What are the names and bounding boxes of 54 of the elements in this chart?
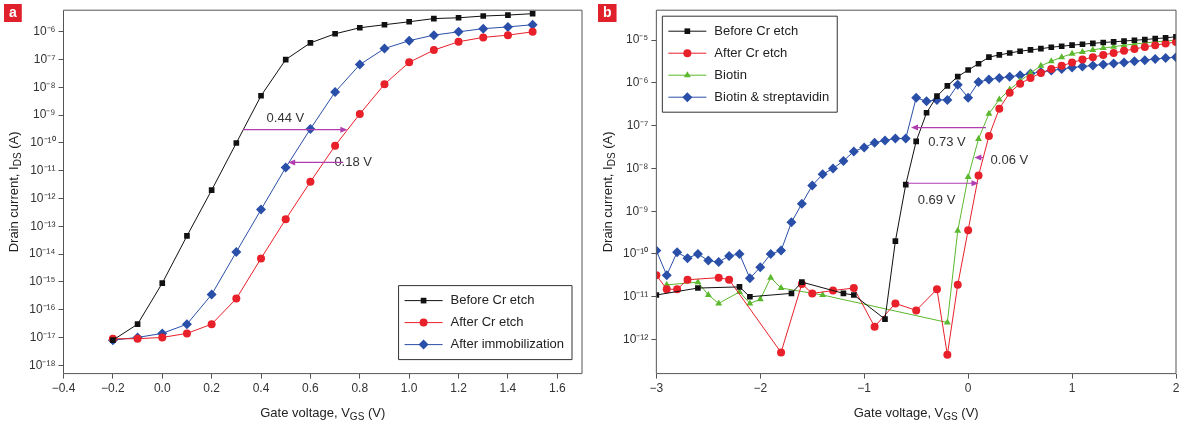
y-tick-label: 10⁻¹¹ <box>623 289 649 304</box>
legend-label: After Cr etch <box>450 314 524 330</box>
y-axis-title: Drain current, IDS (A) <box>599 131 617 253</box>
y-tick-label: 10⁻⁸ <box>625 160 649 175</box>
x-tick-label: 1.2 <box>450 381 468 396</box>
x-tick-label: 1.6 <box>548 381 566 396</box>
y-tick-label: 10⁻¹³ <box>30 218 56 233</box>
annotation: 0.73 V <box>928 134 967 150</box>
y-tick-label: 10⁻⁸ <box>33 79 56 94</box>
y-tick-label: 10⁻⁹ <box>625 203 649 218</box>
legend-label: Biotin <box>714 66 747 82</box>
x-tick-label: −3 <box>649 381 664 396</box>
y-tick-label: 10⁻⁶ <box>33 24 56 39</box>
x-tick-label: 1.4 <box>499 381 517 396</box>
legend-label: Before Cr etch <box>714 22 799 38</box>
y-tick-label: 10⁻¹¹ <box>30 163 56 178</box>
y-tick-label: 10⁻⁵ <box>626 32 649 47</box>
x-tick-label: −2 <box>753 381 768 396</box>
annotation: 0.06 V <box>990 152 1029 168</box>
y-tick-label: 10⁻¹⁴ <box>29 246 56 261</box>
x-tick-label: 0.8 <box>351 381 369 396</box>
chart-title: a <box>8 3 17 20</box>
x-tick-label: 0.4 <box>252 381 270 396</box>
y-tick-label: 10⁻⁷ <box>626 117 649 132</box>
x-tick-label: −1 <box>857 381 872 396</box>
legend-label: Before Cr etch <box>450 292 535 308</box>
x-tick-label: −0.2 <box>101 381 126 396</box>
x-tick-label: −0.4 <box>51 381 76 396</box>
annotation: 0.18 V <box>334 153 373 169</box>
x-tick-label: 0.0 <box>153 381 171 396</box>
legend-label: After immobilization <box>450 336 565 352</box>
x-tick-label: 0.6 <box>302 381 320 396</box>
y-axis-title: Drain current, IDS (A) <box>5 131 23 253</box>
x-tick-label: 1.0 <box>400 381 418 396</box>
y-tick-label: 10⁻¹⁸ <box>29 357 56 372</box>
y-tick-label: 10⁻¹⁵ <box>29 274 56 289</box>
y-tick-label: 10⁻⁶ <box>626 75 649 90</box>
x-tick-label: 0 <box>964 381 972 396</box>
y-tick-label: 10⁻¹⁶ <box>29 301 56 316</box>
y-tick-label: 10⁻¹⁰ <box>30 135 56 150</box>
y-tick-label: 10⁻¹² <box>30 190 56 205</box>
y-tick-label: 10⁻⁹ <box>33 107 56 122</box>
legend-label: Biotin & streptavidin <box>714 88 830 104</box>
annotation: 0.44 V <box>266 110 305 126</box>
x-tick-label: 1 <box>1068 381 1076 396</box>
y-tick-label: 10⁻⁷ <box>33 51 56 66</box>
y-tick-label: 10⁻¹⁷ <box>29 329 56 344</box>
x-tick-label: 2 <box>1172 381 1180 396</box>
annotation: 0.69 V <box>917 191 956 207</box>
x-tick-label: 0.2 <box>203 381 221 396</box>
y-tick-label: 10⁻¹⁰ <box>623 246 649 261</box>
chart-title: b <box>602 3 612 20</box>
legend-label: After Cr etch <box>714 44 788 60</box>
y-tick-label: 10⁻¹² <box>623 331 649 346</box>
